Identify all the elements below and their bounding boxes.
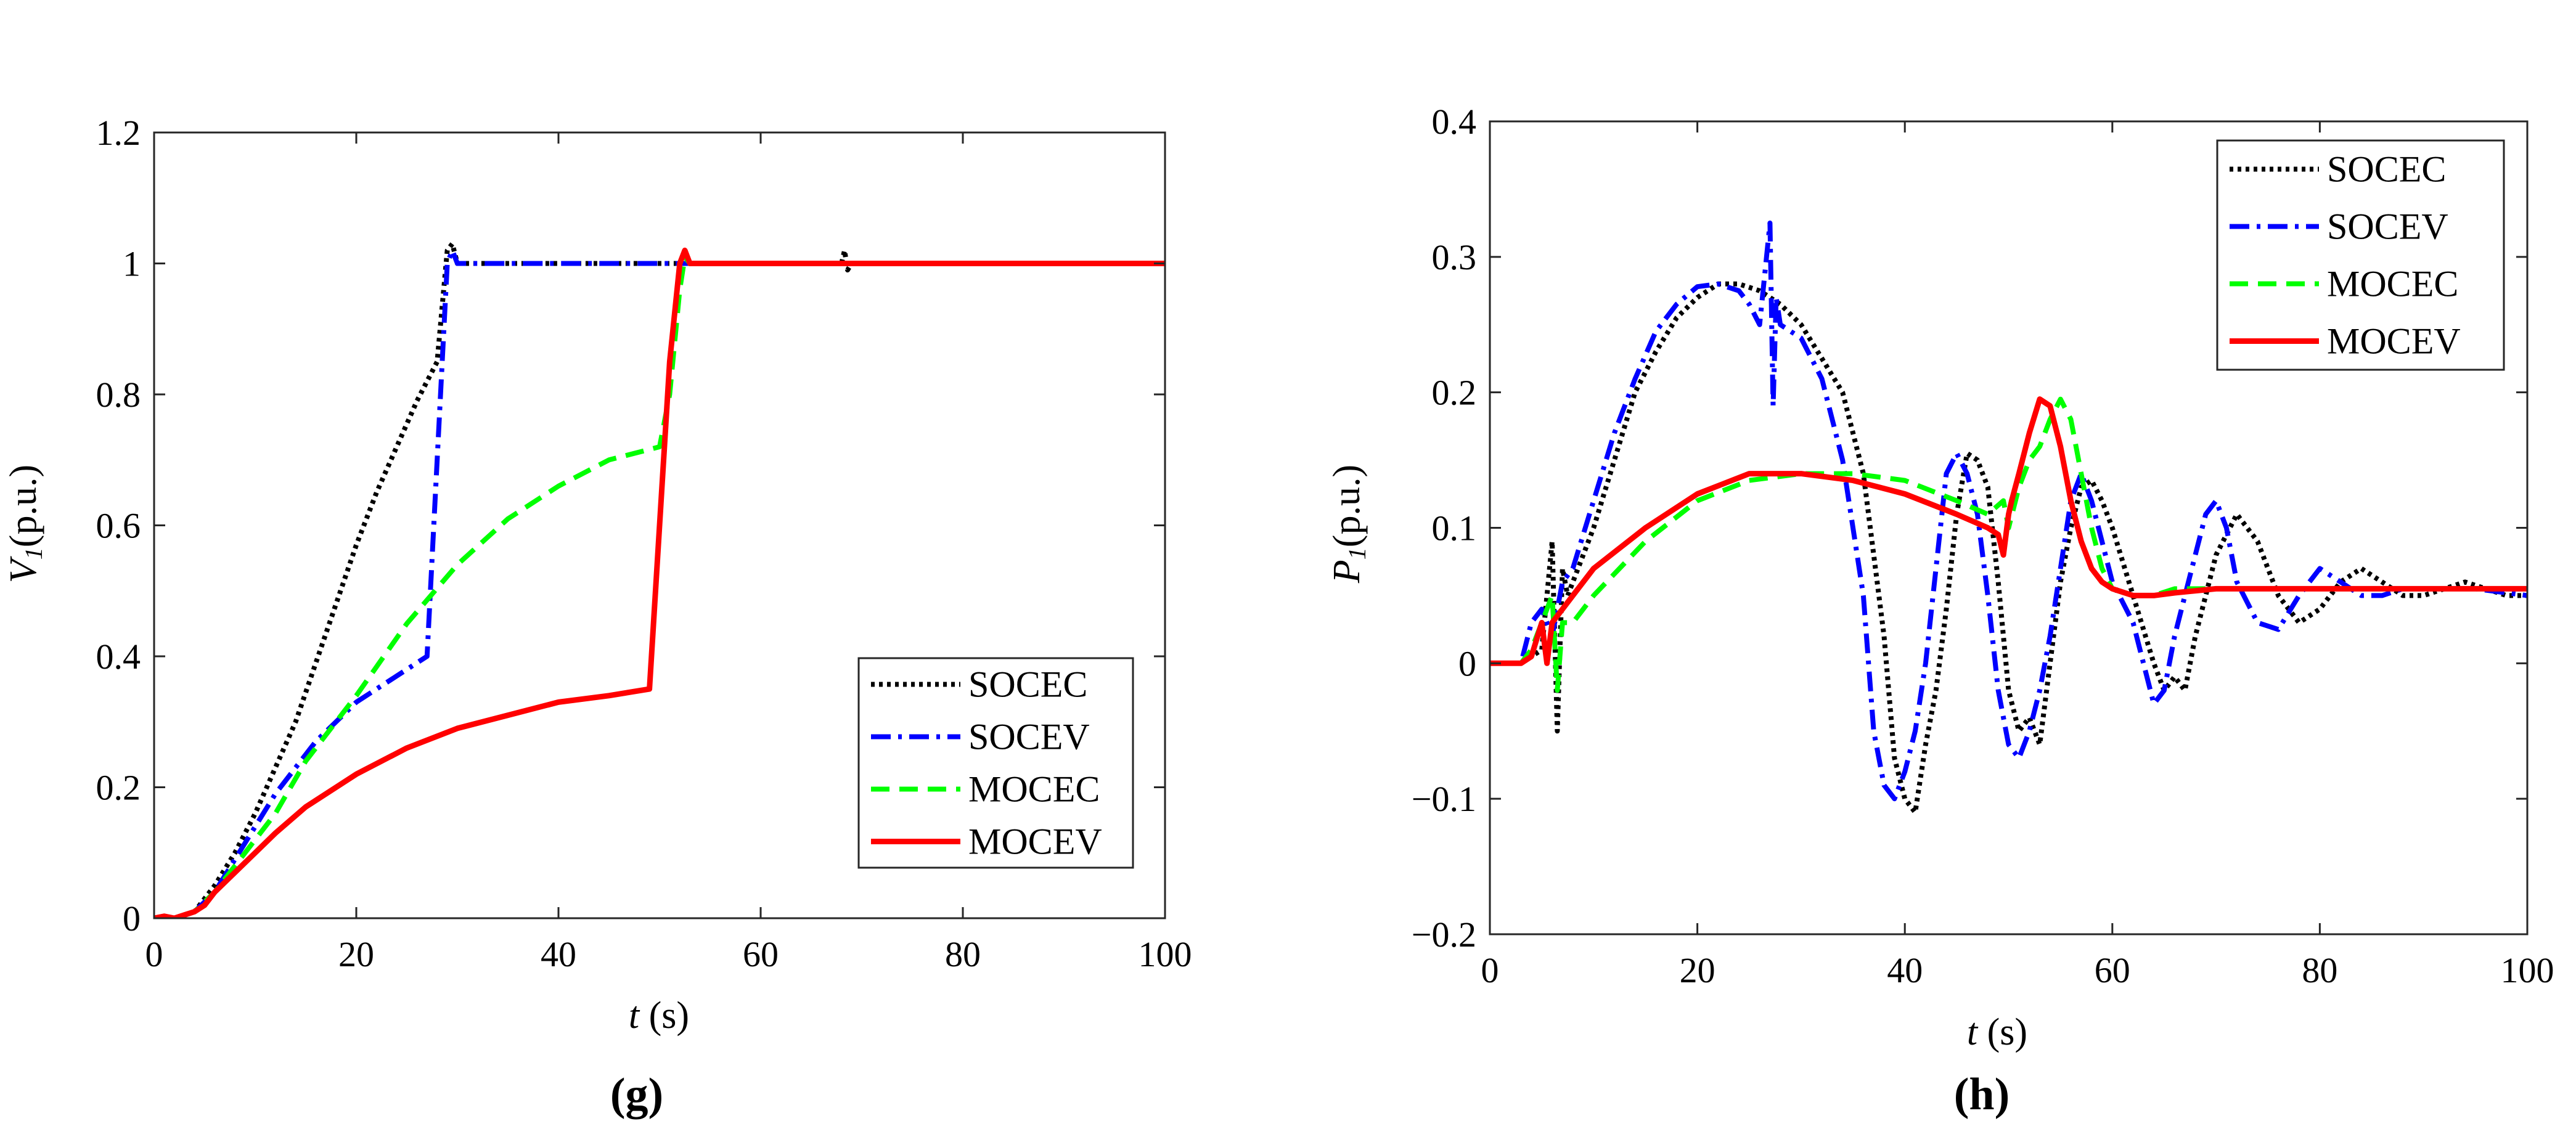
x-tick-label: 100: [2501, 950, 2554, 990]
y-tick-label: 1: [123, 244, 141, 284]
legend-label-socec: SOCEC: [968, 664, 1087, 705]
x-tick-label: 20: [338, 934, 374, 974]
chart-g-xlabel: t (s): [629, 995, 689, 1037]
x-tick-label: 80: [2302, 950, 2337, 990]
legend-label-mocec: MOCEC: [968, 769, 1100, 810]
legend-label-mocev: MOCEV: [2327, 321, 2461, 362]
series-line-socec: [1490, 281, 2527, 815]
series-line-socev: [154, 248, 1165, 918]
legend: SOCEC SOCEV MOCEC MOCEV: [857, 657, 1134, 869]
chart-h-xlabel: t (s): [1967, 1011, 2027, 1053]
series-line-socec: [154, 241, 1165, 918]
y-tick-label: −0.1: [1412, 779, 1476, 819]
legend-label-socec: SOCEC: [2327, 149, 2446, 190]
legend-label-socev: SOCEV: [2327, 206, 2448, 247]
legend: SOCEC SOCEV MOCEC MOCEV: [2216, 139, 2505, 371]
series-line-mocec: [154, 254, 1165, 918]
chart-h: P1(p.u.) t (s) (h) 0 20 40 60 80 100 −0.2 −0.1 0…: [1326, 102, 2554, 1120]
y-tick-label: 0.4: [96, 637, 141, 677]
y-tick-label: 0.2: [1432, 373, 1477, 413]
y-tick-label: 0.2: [96, 768, 141, 808]
series-line-mocev: [1490, 396, 2527, 666]
x-tick-label: 80: [945, 934, 981, 974]
y-tick-label: 0.1: [1432, 508, 1477, 548]
y-tick-label: −0.2: [1412, 915, 1476, 955]
y-tick-label: 0.6: [96, 506, 141, 546]
chart-g-ylabel: V1(p.u.): [2, 465, 47, 583]
x-tick-label: 0: [145, 934, 163, 974]
x-tick-label: 40: [1887, 950, 1923, 990]
y-tick-label: 1.2: [96, 113, 141, 153]
x-tick-label: 40: [541, 934, 576, 974]
y-tick-label: 0.4: [1432, 102, 1477, 142]
y-tick-label: 0.8: [96, 375, 141, 415]
x-tick-label: 60: [743, 934, 779, 974]
legend-label-mocec: MOCEC: [2327, 264, 2458, 304]
chart-h-ylabel: P1(p.u.): [1326, 465, 1371, 584]
y-tick-label: 0: [1458, 643, 1476, 683]
legend-label-mocev: MOCEV: [968, 821, 1102, 862]
chart-h-panel-label: (h): [1954, 1069, 2010, 1120]
series-line-socev: [1490, 220, 2527, 802]
chart-g: V1(p.u.) t (s) (g) 0 20 40 60 80 100 0 0.2 0.4 0.…: [2, 113, 1192, 1120]
x-tick-label: 0: [1481, 950, 1499, 990]
x-tick-label: 60: [2095, 950, 2130, 990]
series-line-mocev: [154, 247, 1165, 918]
x-tick-label: 20: [1680, 950, 1715, 990]
y-tick-label: 0: [123, 898, 141, 939]
y-tick-label: 0.3: [1432, 237, 1477, 277]
x-tick-label: 100: [1139, 934, 1192, 974]
legend-box: [2216, 139, 2505, 371]
chart-g-panel-label: (g): [610, 1069, 663, 1120]
legend-box: [857, 657, 1134, 869]
legend-label-socev: SOCEV: [968, 717, 1090, 757]
